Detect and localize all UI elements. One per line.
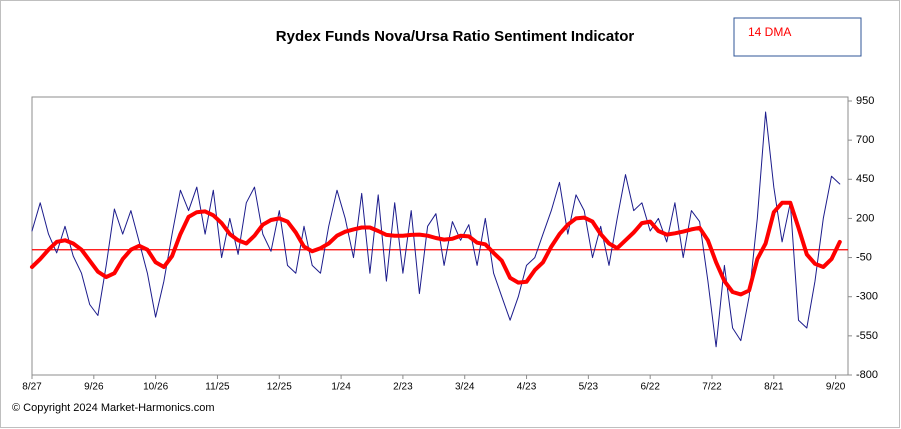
series-line xyxy=(30,200,842,297)
x-tick-label: 3/24 xyxy=(455,382,475,393)
y-tick-label: -800 xyxy=(856,369,878,381)
x-tick-label: 9/26 xyxy=(84,382,104,393)
y-tick-label: 450 xyxy=(856,173,874,185)
y-tick-label: -50 xyxy=(856,251,872,263)
x-tick-label: 1/24 xyxy=(331,382,351,393)
y-tick-label: 200 xyxy=(856,212,874,224)
x-tick-label: 4/23 xyxy=(517,382,537,393)
x-tick-label: 10/26 xyxy=(143,382,168,393)
chart-title: Rydex Funds Nova/Ursa Ratio Sentiment In… xyxy=(276,28,635,45)
copyright: © Copyright 2024 Market-Harmonics.com xyxy=(12,402,215,414)
legend-label: 14 DMA xyxy=(748,25,791,39)
x-tick-label: 7/22 xyxy=(702,382,722,393)
x-tick-label: 9/20 xyxy=(826,382,846,393)
x-tick-label: 5/23 xyxy=(579,382,599,393)
y-tick-label: 700 xyxy=(856,134,874,146)
plot-area xyxy=(31,96,849,376)
x-tick-label: 11/25 xyxy=(205,382,230,393)
x-tick-label: 8/27 xyxy=(22,382,42,393)
x-tick-label: 8/21 xyxy=(764,382,784,393)
y-tick-label: -300 xyxy=(856,291,878,303)
y-tick-label: 950 xyxy=(856,95,874,107)
x-tick-label: 6/22 xyxy=(640,382,660,393)
legend-box xyxy=(733,17,862,57)
x-tick-label: 12/25 xyxy=(267,382,292,393)
y-tick-label: -550 xyxy=(856,330,878,342)
x-tick-label: 2/23 xyxy=(393,382,413,393)
